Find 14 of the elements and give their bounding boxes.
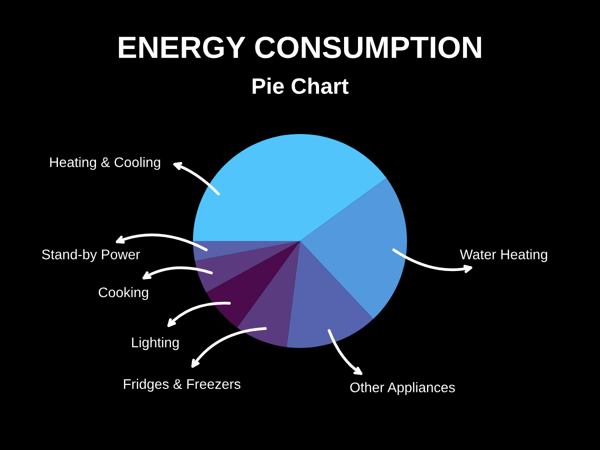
pie-slice: [193, 241, 300, 262]
chart-subtitle: Pie Chart: [252, 78, 349, 94]
slice-label: Water Heating: [460, 249, 548, 262]
slice-label: Lighting: [132, 337, 179, 350]
pie-slice: [206, 241, 300, 328]
slice-label: Fridges & Freezers: [124, 378, 240, 392]
slice-label: Other Appliances: [350, 382, 455, 396]
slice-label: Stand-by Power: [42, 249, 140, 262]
slice-label: Heating & Cooling: [50, 156, 160, 170]
pie-slice: [300, 178, 407, 319]
chart-title: ENERGY CONSUMPTION: [118, 36, 482, 58]
slice-label: Cooking: [98, 287, 148, 300]
pie-slice: [286, 241, 374, 348]
pie-slice: [193, 134, 387, 241]
